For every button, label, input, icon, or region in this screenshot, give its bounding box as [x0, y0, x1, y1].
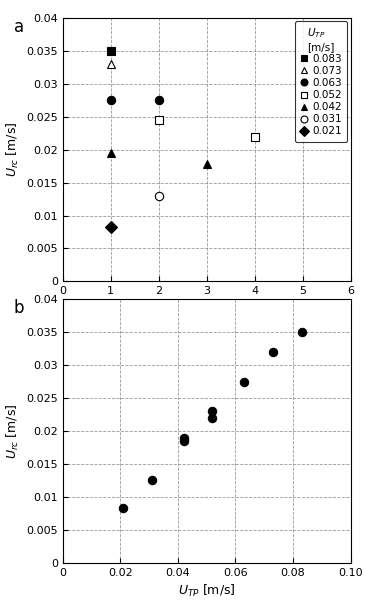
Text: b: b — [14, 299, 24, 318]
Legend: 0.083, 0.073, 0.063, 0.052, 0.042, 0.031, 0.021: 0.083, 0.073, 0.063, 0.052, 0.042, 0.031… — [295, 21, 348, 142]
Y-axis label: $U_{rc}$ [m/s]: $U_{rc}$ [m/s] — [4, 404, 21, 459]
X-axis label: $U_G/U_L$: $U_G/U_L$ — [189, 302, 225, 317]
X-axis label: $U_{TP}$ [m/s]: $U_{TP}$ [m/s] — [178, 583, 235, 599]
Y-axis label: $U_{rc}$ [m/s]: $U_{rc}$ [m/s] — [4, 122, 21, 177]
Text: a: a — [14, 18, 24, 36]
